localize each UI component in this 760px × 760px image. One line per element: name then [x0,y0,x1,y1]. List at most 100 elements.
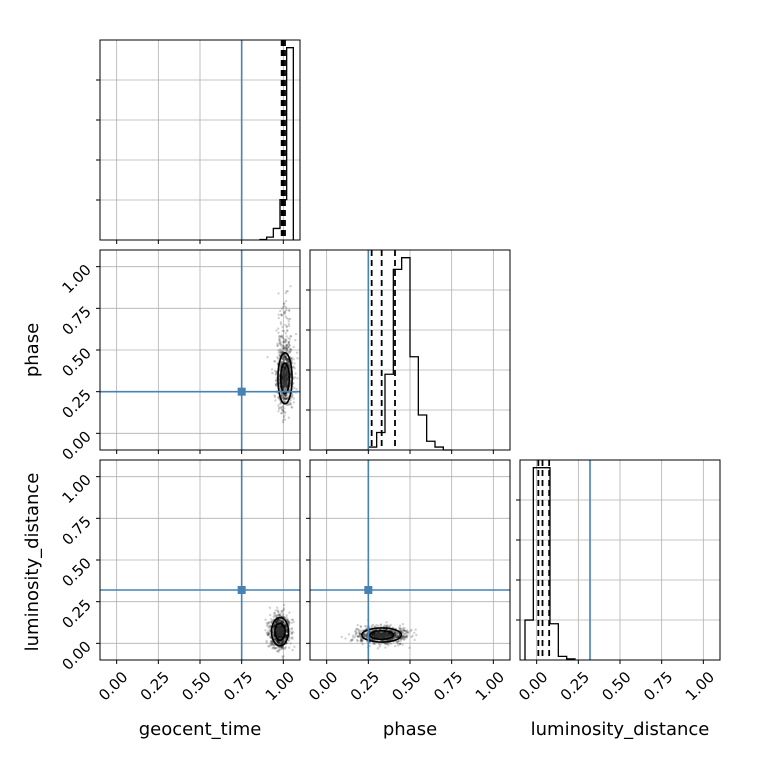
sample-point [268,613,272,617]
sample-point [285,396,289,400]
contour-outer [270,616,290,647]
sample-point [290,356,294,360]
sample-point [282,347,286,350]
sample-point [287,343,290,346]
sample-point [355,628,358,631]
sample-point [278,340,281,343]
sample-point [289,398,292,402]
sample-point [265,641,268,644]
sample-point [359,625,363,629]
sample-point [281,347,285,350]
sample-point [264,628,267,632]
sample-point [287,341,290,344]
sample-point [274,399,277,402]
sample-point [279,636,283,639]
sample-point [370,633,373,637]
sample-point [281,640,284,644]
sample-point [265,639,268,643]
sample-point [271,641,274,644]
sample-point [277,619,280,623]
sample-point [278,335,281,338]
sample-point [282,621,285,624]
sample-point [385,643,388,646]
sample-point [359,631,362,634]
sample-point [396,631,400,635]
sample-point [284,397,287,401]
sample-point [286,618,289,622]
sample-point [371,634,375,637]
sample-point [282,387,285,390]
sample-point [267,632,271,635]
y-tick-label: 1.00 [58,471,94,507]
sample-point [277,610,280,613]
sample-point [287,345,291,348]
sample-point [277,636,281,639]
sample-point [280,393,283,397]
sample-point [277,353,281,356]
sample-point [353,635,357,639]
x-tick-label: 1.00 [262,668,298,704]
sample-point [273,647,277,650]
sample-point [285,403,289,407]
sample-point [270,639,273,643]
sample-point [273,637,276,640]
sample-point [287,620,291,624]
sample-point [281,394,284,398]
sample-point [286,346,290,350]
x-tick-label: 0.50 [388,668,424,704]
sample-point [393,637,396,640]
sample-point [278,338,282,342]
sample-point [269,625,272,629]
sample-point [277,292,280,295]
sample-point [282,340,285,344]
sample-point [291,637,294,641]
sample-point [268,635,272,638]
sample-point [278,614,281,617]
sample-point [398,624,402,628]
sample-point [283,647,286,650]
sample-point [395,636,399,639]
sample-point [361,643,364,646]
sample-point [285,626,288,629]
histogram-geocent_time [259,47,294,241]
sample-point [280,640,283,644]
sample-point [268,628,271,631]
sample-point [356,623,359,627]
sample-point [274,373,278,376]
sample-point [405,631,409,634]
sample-point [389,638,392,641]
sample-point [266,633,269,636]
sample-point [275,379,278,382]
sample-point [281,620,284,623]
sample-point [273,638,277,641]
sample-point [283,359,286,362]
sample-point [285,335,288,338]
contour-outer [277,352,293,405]
sample-point [283,302,286,305]
y-tick-label: 0.25 [58,386,94,422]
sample-point [275,621,278,624]
sample-point [360,638,363,641]
sample-point [340,635,343,639]
samples-geocent_time-phase [266,285,299,424]
sample-point [404,633,407,636]
sample-point [287,336,290,340]
sample-point [278,342,282,345]
sample-point [285,348,288,351]
sample-point [280,620,283,623]
sample-point [286,289,289,293]
sample-point [284,411,287,414]
sample-point [373,638,376,642]
sample-point [293,645,296,648]
sample-point [282,621,285,624]
sample-point [282,305,285,309]
sample-point [281,641,285,644]
sample-point [275,384,278,388]
sample-point [283,639,286,643]
sample-point [283,354,287,358]
sample-point [292,365,295,368]
sample-point [288,317,292,321]
sample-point [277,331,280,334]
sample-point [276,357,280,360]
samples-geocent_time-luminosity_distance [264,603,296,660]
